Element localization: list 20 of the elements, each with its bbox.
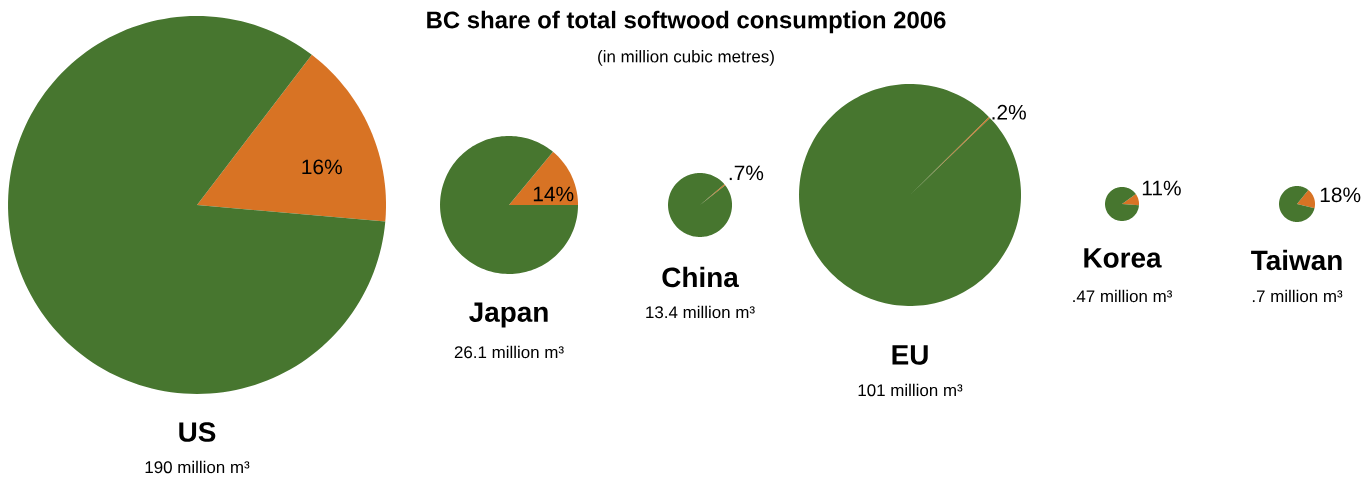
text: .7 million m³ [1252, 289, 1343, 303]
data-label: .2% [992, 104, 1026, 120]
text: 101 million m³ [858, 383, 963, 397]
text: (in million cubic metres) [598, 50, 774, 66]
text: Japan [469, 302, 548, 328]
text: 26.1 million m³ [454, 345, 564, 359]
text: China [662, 266, 739, 288]
data-label: 16% [302, 159, 342, 175]
text: 190 million m³ [145, 460, 250, 474]
data-label: 18% [1320, 187, 1361, 203]
data-label: 11% [1142, 180, 1181, 196]
text: Taiwan [1251, 249, 1342, 271]
text: EU [892, 345, 928, 365]
text: Korea [1084, 248, 1162, 268]
text: BC share of total softwood consumption 2006 [427, 10, 946, 34]
text: US [179, 422, 216, 442]
text: 13.4 million m³ [646, 305, 755, 319]
data-label: 14% [533, 186, 574, 202]
text: .47 million m³ [1073, 289, 1173, 303]
data-label: .7% [729, 165, 764, 181]
